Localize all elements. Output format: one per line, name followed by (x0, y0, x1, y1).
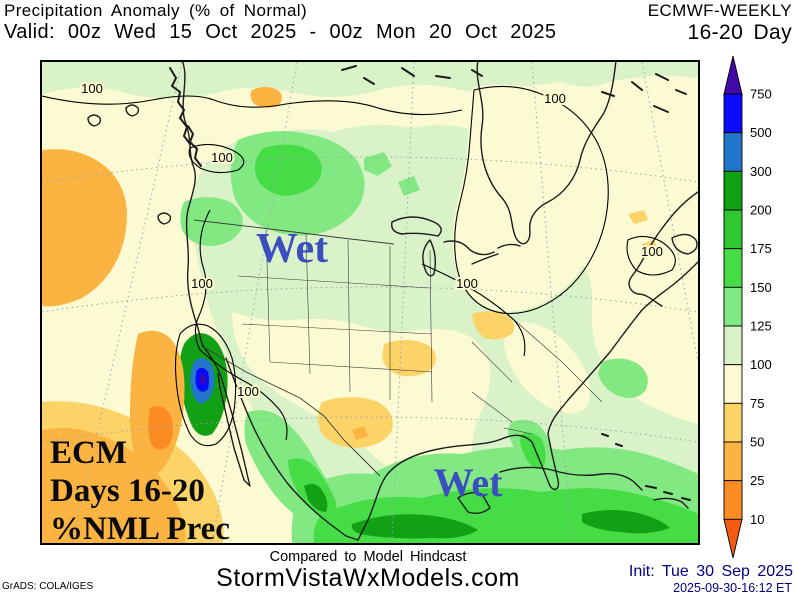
us-mexico-border (201, 345, 381, 477)
colorbar-tick-label: 500 (750, 125, 772, 140)
wet-annotation-south: Wet (434, 460, 504, 505)
island-newfoundland (671, 233, 698, 255)
colorbar-arrow-bottom (723, 518, 743, 559)
valid-range: Valid: 00z Wed 15 Oct 2025 - 00z Mon 20 … (4, 21, 557, 43)
coast-mexico-mainland (225, 357, 359, 541)
caribbean-islands (601, 433, 691, 501)
region-california-indigo-dot (200, 374, 206, 384)
region-ncanada-dry-spot (250, 87, 282, 108)
grads-credit: GrADS: COLA/IGES (2, 581, 94, 592)
great-lakes (391, 216, 521, 277)
colorbar-segment (723, 248, 743, 288)
region-montana-wet (180, 197, 243, 246)
region-gulf-darkgreen-east (582, 510, 670, 534)
wet-annotation-north: Wet (256, 226, 328, 272)
region-hudson-quebec-dry (452, 84, 607, 312)
region-se-coast-patch (598, 358, 648, 398)
region-atlantic-dry-strip (625, 100, 698, 362)
contour-label-100: 100 (211, 150, 233, 165)
contour-lines (42, 85, 676, 447)
header-row-2: Valid: 00z Wed 15 Oct 2025 - 00z Mon 20 … (4, 21, 792, 45)
region-pacific-dry-core (148, 406, 173, 450)
region-ohio-valley-dry-patch (472, 311, 515, 340)
region-appalachian-dry-band (504, 321, 590, 414)
coast-west (181, 62, 251, 487)
forecast-day-range: 16-20 Day (687, 21, 792, 44)
region-manitoba-patch-1 (364, 152, 392, 176)
colorbar-segment (723, 170, 743, 211)
colorbar-tick-label: 10 (750, 512, 764, 527)
contour-labels: 100 100 100 100 100 100 100 (79, 79, 665, 401)
contour-label-100: 100 (237, 384, 259, 399)
colorbar-tick-label: 200 (750, 203, 772, 218)
model-name: ECMWF-WEEKLY (647, 1, 792, 20)
ecm-overlay-line2: Days 16-20 (50, 473, 205, 509)
coast-labrador (628, 191, 698, 307)
colorbar-tick-label: 75 (750, 396, 764, 411)
colorbar-tick-label: 25 (750, 473, 764, 488)
coast-yucatan (457, 491, 491, 515)
init-time: Init: Tue 30 Sep 2025 (628, 563, 793, 580)
hindcast-note: Compared to Model Hindcast (269, 549, 467, 565)
arctic-islands (341, 65, 687, 113)
region-gulf-darkgreen-west (351, 514, 478, 539)
region-texas-dry-patch-2 (382, 340, 436, 377)
colorbar-tick-label: 175 (750, 241, 772, 256)
site-watermark: StormVistaWxModels.com (216, 564, 520, 592)
map-svg: 100 100 100 100 100 100 100 Wet Wet ECM … (42, 62, 698, 543)
colorbar-segment (723, 325, 743, 366)
contour-label-100: 100 (641, 244, 663, 259)
colorbar-segment (723, 441, 743, 482)
political-borders (193, 219, 603, 477)
small-lakes-nw (87, 104, 172, 225)
header-row-1: Precipitation Anomaly (% of Normal) ECMW… (4, 1, 792, 21)
colorbar-arrow-top (723, 55, 743, 95)
contour-label-100: 100 (456, 276, 478, 291)
contour-label-100: 100 (544, 91, 566, 106)
region-texas-orange-spot (352, 426, 368, 440)
region-manitoba-patch-2 (398, 176, 420, 196)
colorbar-segment (723, 209, 743, 250)
colorbar-legend: 750 500 300 200 175 150 125 100 75 50 25… (723, 55, 772, 559)
region-texas-dry-patch-1 (318, 397, 393, 448)
canada-us-border (193, 219, 395, 245)
coastlines (87, 62, 698, 541)
colorbar-segment (723, 480, 743, 520)
generation-timestamp: 2025-09-30-16:12 ET (673, 581, 792, 595)
contour-label-100: 100 (191, 276, 213, 291)
colorbar-segment (723, 132, 743, 172)
colorbar-tick-label: 125 (750, 319, 772, 334)
ecm-overlay-line3: %NML Prec (50, 511, 230, 543)
bc-rugged-coast (169, 67, 202, 167)
colorbar-tick-label: 300 (750, 164, 772, 179)
ecm-overlay-line1: ECM (50, 435, 127, 471)
region-mexico-darkgreen-spot (304, 483, 328, 512)
region-atlantic-dry-bit-1 (628, 210, 648, 224)
region-pacific-dry-large (42, 149, 127, 307)
colorbar-segment (723, 93, 743, 134)
region-sw-corner-dry (42, 428, 186, 543)
colorbar-segment (723, 364, 743, 404)
island-hispaniola (653, 497, 689, 509)
colorbar-segment (723, 286, 743, 327)
colorbar-tick-label: 50 (750, 435, 764, 450)
state-borders (237, 229, 603, 435)
coast-hudson-bay (476, 62, 617, 245)
contour-label-100: 100 (81, 81, 103, 96)
colorbar-tick-label: 750 (750, 87, 772, 102)
island-cuba (499, 466, 643, 491)
coast-gulf-atlantic (357, 261, 698, 541)
precip-anomaly-map: 100 100 100 100 100 100 100 Wet Wet ECM … (40, 60, 700, 545)
region-arctic-pale-green (42, 62, 698, 99)
region-plains-wet-core (255, 144, 322, 196)
colorbar-segment (723, 402, 743, 443)
colorbar-tick-label: 150 (750, 280, 772, 295)
colorbar-tick-label: 100 (750, 357, 772, 372)
page-title: Precipitation Anomaly (% of Normal) (4, 1, 308, 20)
